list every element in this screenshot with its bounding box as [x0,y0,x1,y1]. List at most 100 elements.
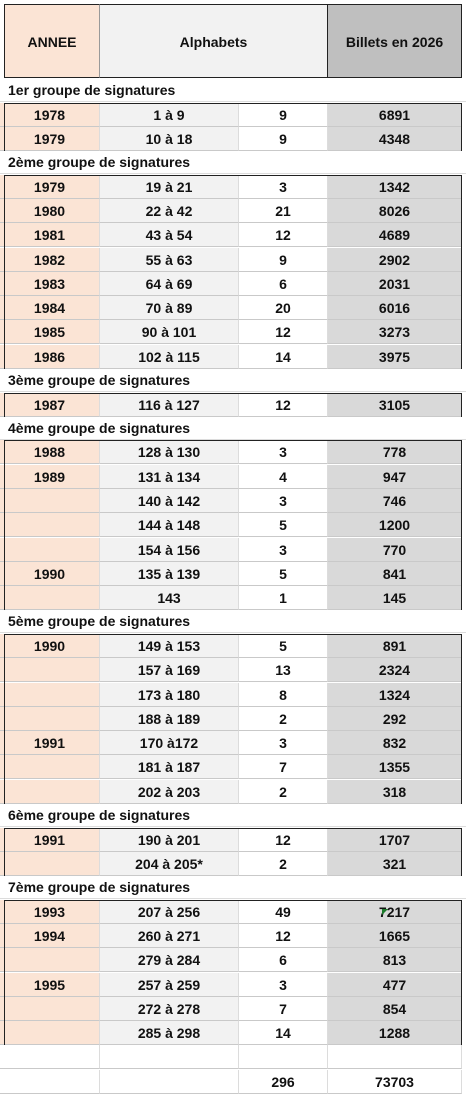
annee-cell[interactable]: 1994 [0,923,100,948]
annee-cell[interactable] [0,851,100,876]
annee-cell[interactable]: 1991 [0,731,100,756]
count-cell[interactable]: 9 [239,126,328,151]
billets-cell[interactable]: 4348 [328,126,462,151]
billets-cell[interactable]: 813 [328,948,462,973]
annee-cell[interactable]: 1984 [0,296,100,321]
total-count-cell[interactable]: 296 [239,1069,328,1094]
billets-cell[interactable]: 891 [328,633,462,658]
alphabet-range-cell[interactable]: 272 à 278 [100,996,239,1021]
annee-cell[interactable]: 1990 [0,561,100,586]
count-cell[interactable]: 12 [239,827,328,852]
billets-cell[interactable]: 6891 [328,102,462,127]
annee-cell[interactable]: 1978 [0,102,100,127]
count-cell[interactable]: 2 [239,851,328,876]
annee-cell[interactable] [0,537,100,562]
annee-cell[interactable] [0,706,100,731]
empty-cell[interactable] [100,1069,239,1094]
count-cell[interactable]: 12 [239,320,328,345]
alphabet-range-cell[interactable]: 90 à 101 [100,320,239,345]
billets-cell[interactable]: 318 [328,779,462,804]
count-cell[interactable]: 7 [239,996,328,1021]
billets-cell[interactable]: 1324 [328,682,462,707]
annee-cell[interactable]: 1980 [0,198,100,223]
count-cell[interactable]: 8 [239,682,328,707]
alphabet-range-cell[interactable]: 181 à 187 [100,755,239,780]
billets-cell[interactable]: 292 [328,706,462,731]
billets-cell[interactable]: 4689 [328,223,462,248]
count-cell[interactable]: 5 [239,633,328,658]
count-cell[interactable]: 3 [239,972,328,997]
billets-cell[interactable]: 746 [328,488,462,513]
billets-cell[interactable]: 2324 [328,658,462,683]
count-cell[interactable]: 3 [239,537,328,562]
alphabet-range-cell[interactable]: 260 à 271 [100,923,239,948]
alphabet-range-cell[interactable]: 204 à 205* [100,851,239,876]
annee-cell[interactable]: 1983 [0,271,100,296]
billets-cell[interactable]: 3975 [328,344,462,369]
alphabet-range-cell[interactable]: 140 à 142 [100,488,239,513]
billets-cell[interactable]: 1665 [328,923,462,948]
alphabet-range-cell[interactable]: 131 à 134 [100,464,239,489]
count-cell[interactable]: 12 [239,392,328,417]
alphabet-range-cell[interactable]: 55 à 63 [100,247,239,272]
group-title[interactable]: 4ème groupe de signatures [0,416,466,440]
billets-cell[interactable]: 3273 [328,320,462,345]
count-cell[interactable]: 2 [239,706,328,731]
billets-cell[interactable]: 841 [328,561,462,586]
annee-cell[interactable] [0,513,100,538]
count-cell[interactable]: 9 [239,247,328,272]
empty-cell[interactable] [328,1045,462,1070]
alphabet-range-cell[interactable]: 157 à 169 [100,658,239,683]
alphabet-range-cell[interactable]: 143 [100,586,239,611]
annee-cell[interactable] [0,948,100,973]
annee-cell[interactable]: 1988 [0,440,100,465]
alphabet-range-cell[interactable]: 22 à 42 [100,198,239,223]
billets-cell[interactable]: 1288 [328,1021,462,1046]
alphabet-range-cell[interactable]: 10 à 18 [100,126,239,151]
billets-cell[interactable]: 3105 [328,392,462,417]
alphabet-range-cell[interactable]: 285 à 298 [100,1021,239,1046]
count-cell[interactable]: 9 [239,102,328,127]
count-cell[interactable]: 3 [239,488,328,513]
annee-cell[interactable]: 1989 [0,464,100,489]
annee-cell[interactable]: 1982 [0,247,100,272]
count-cell[interactable]: 7 [239,755,328,780]
billets-cell[interactable]: 1200 [328,513,462,538]
annee-cell[interactable]: 1979 [0,174,100,199]
billets-cell[interactable]: 832 [328,731,462,756]
count-cell[interactable]: 12 [239,223,328,248]
annee-cell[interactable] [0,755,100,780]
billets-cell[interactable]: 8026 [328,198,462,223]
count-cell[interactable]: 14 [239,1021,328,1046]
count-cell[interactable]: 20 [239,296,328,321]
empty-cell[interactable] [239,1045,328,1070]
billets-cell[interactable]: 1342 [328,174,462,199]
count-cell[interactable]: 12 [239,923,328,948]
alphabet-range-cell[interactable]: 19 à 21 [100,174,239,199]
count-cell[interactable]: 5 [239,513,328,538]
annee-cell[interactable]: 1986 [0,344,100,369]
empty-cell[interactable] [100,1045,239,1070]
alphabet-range-cell[interactable]: 128 à 130 [100,440,239,465]
alphabet-range-cell[interactable]: 135 à 139 [100,561,239,586]
count-cell[interactable]: 14 [239,344,328,369]
annee-cell[interactable]: 1987 [0,392,100,417]
count-cell[interactable]: 21 [239,198,328,223]
billets-cell[interactable]: 7217 [328,899,462,924]
alphabet-range-cell[interactable]: 188 à 189 [100,706,239,731]
alphabet-range-cell[interactable]: 149 à 153 [100,633,239,658]
count-cell[interactable]: 49 [239,899,328,924]
billets-cell[interactable]: 6016 [328,296,462,321]
alphabet-range-cell[interactable]: 144 à 148 [100,513,239,538]
billets-cell[interactable]: 1355 [328,755,462,780]
count-cell[interactable]: 6 [239,948,328,973]
annee-cell[interactable] [0,996,100,1021]
empty-cell[interactable] [0,1069,100,1094]
group-title[interactable]: 1er groupe de signatures [0,79,466,102]
count-cell[interactable]: 6 [239,271,328,296]
count-cell[interactable]: 4 [239,464,328,489]
alphabet-range-cell[interactable]: 202 à 203 [100,779,239,804]
alphabet-range-cell[interactable]: 207 à 256 [100,899,239,924]
count-cell[interactable]: 3 [239,174,328,199]
alphabet-range-cell[interactable]: 43 à 54 [100,223,239,248]
